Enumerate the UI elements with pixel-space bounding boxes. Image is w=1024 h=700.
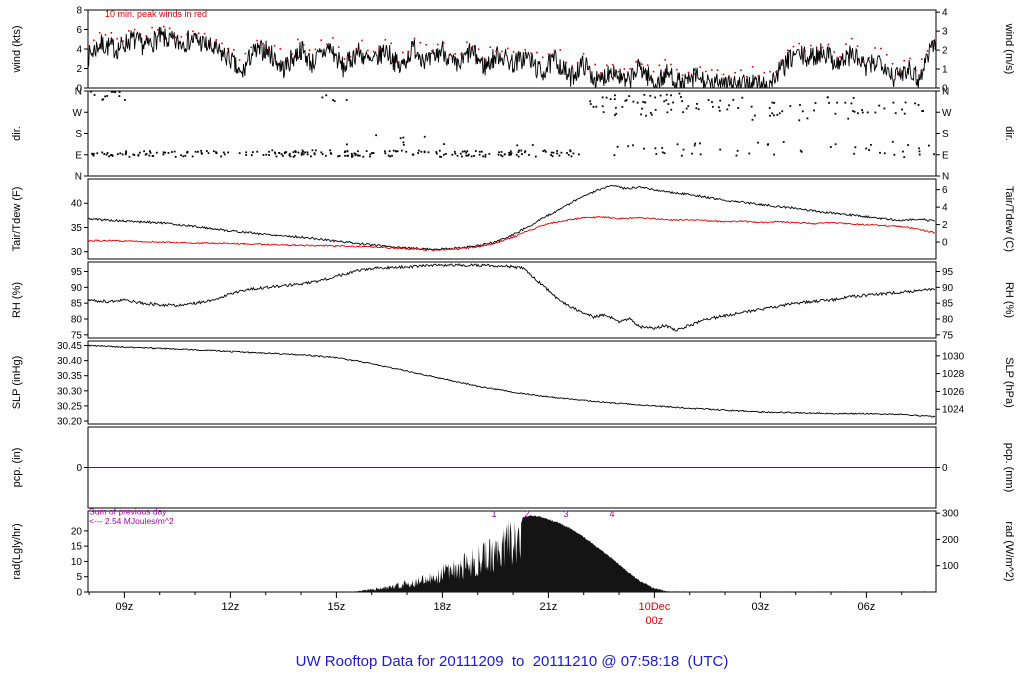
y-tick-label: 200 <box>942 535 959 546</box>
y-tick-label: 90 <box>71 283 83 294</box>
y-tick-label: 100 <box>942 561 959 572</box>
y-tick-label: 1024 <box>942 405 965 416</box>
y-tick-label: 95 <box>942 267 954 278</box>
panel-frame <box>88 91 936 176</box>
panel-rh: 75 80 85 90 95 75 80 85 90 95 RH (%) RH (%) <box>11 262 1015 341</box>
y-tick-label: W <box>73 108 83 119</box>
panel-wind: 0246801234wind (kts)wind (m/s)10 min. pe… <box>11 6 1015 95</box>
ylabel-right: pcp. (mm) <box>1003 443 1015 493</box>
y-tick-label: 80 <box>71 315 83 326</box>
y-tick-label: S <box>75 129 82 140</box>
chart-annotation: 2 <box>524 509 529 519</box>
y-tick-label: 30.35 <box>57 371 82 382</box>
y-tick-label: 0 <box>76 588 82 599</box>
y-tick-label: 35 <box>71 223 83 234</box>
panel-frame <box>88 341 936 424</box>
ylabel-left: rad(Lgly/hr) <box>11 523 23 579</box>
chart-annotation: 4 <box>609 509 614 519</box>
y-tick-label: 80 <box>942 315 954 326</box>
y-tick-label: 90 <box>942 283 954 294</box>
y-tick-label: 1030 <box>942 351 965 362</box>
y-tick-label: 0 <box>942 463 948 474</box>
x-tick-label: 06z <box>858 601 876 613</box>
ylabel-right: rad (W/m^2) <box>1003 521 1015 581</box>
y-tick-label: N <box>75 172 82 183</box>
y-tick-label: 1028 <box>942 369 965 380</box>
y-tick-label: 2 <box>942 220 948 231</box>
y-tick-label: 30.25 <box>57 401 82 412</box>
y-tick-label: 1 <box>942 65 948 76</box>
meteogram-page: 0246801234wind (kts)wind (m/s)10 min. pe… <box>0 0 1024 700</box>
y-tick-label: 2 <box>942 46 948 57</box>
panel-frame <box>88 10 936 88</box>
x-tick-label: 00z <box>646 615 664 627</box>
y-tick-label: 8 <box>76 6 82 17</box>
y-tick-label: N <box>75 87 82 98</box>
y-tick-label: W <box>942 108 952 119</box>
x-tick-label: 03z <box>752 601 770 613</box>
y-tick-label: 30.30 <box>57 386 82 397</box>
ylabel-left: SLP (inHg) <box>11 356 23 410</box>
panel-rad: 0 5 10 15 20 100 200 300 rad(Lgly/hr) rad (W/m^2)… <box>11 506 1015 598</box>
y-tick-label: N <box>942 87 949 98</box>
y-tick-label: E <box>942 150 949 161</box>
ylabel-right: wind (m/s) <box>1003 23 1015 75</box>
y-tick-label: 6 <box>76 25 82 36</box>
y-tick-label: N <box>942 172 949 183</box>
x-tick-label: 21z <box>540 601 558 613</box>
chart-annotation: 3 <box>564 509 569 519</box>
ylabel-left: wind (kts) <box>11 25 23 73</box>
x-tick-label: 15z <box>328 601 346 613</box>
ylabel-left: RH (%) <box>11 282 23 318</box>
y-tick-label: 75 <box>71 330 83 341</box>
y-tick-label: 95 <box>71 267 83 278</box>
y-tick-label: 3 <box>942 27 948 38</box>
y-tick-label: 4 <box>76 45 82 56</box>
y-tick-label: 1026 <box>942 387 965 398</box>
x-tick-label: 18z <box>434 601 452 613</box>
x-tick-label: 12z <box>222 601 240 613</box>
y-tick-label: 6 <box>942 185 948 196</box>
y-tick-label: E <box>75 150 82 161</box>
chart-annotation: Sum of previous day <box>89 506 167 516</box>
ylabel-left: Tair/Tdew (F) <box>11 187 23 252</box>
y-tick-label: 40 <box>71 199 83 210</box>
panel-frame <box>88 179 936 259</box>
y-tick-label: S <box>942 129 949 140</box>
meteogram-chart: 0246801234wind (kts)wind (m/s)10 min. pe… <box>0 0 1024 640</box>
chart-annotation: <--- 2.54 MJoules/m^2 <box>89 516 174 526</box>
y-tick-label: 4 <box>942 8 948 19</box>
y-tick-label: 20 <box>71 526 83 537</box>
y-tick-label: 4 <box>942 203 948 214</box>
ylabel-left: dir. <box>11 126 23 141</box>
panel-dir: NWSENNWSENdir.dir. <box>11 87 1015 183</box>
ylabel-right: RH (%) <box>1003 282 1015 318</box>
x-tick-label: 09z <box>116 601 134 613</box>
y-tick-label: 30 <box>71 247 83 258</box>
ylabel-right: dir. <box>1003 126 1015 141</box>
y-tick-label: 30.40 <box>57 356 82 367</box>
panel-temperature: 30 35 40 0 2 4 6 Tair/Tdew (F) Tair/Tdew (C) <box>11 179 1015 259</box>
y-tick-label: 5 <box>76 572 82 583</box>
x-tick-label: 10Dec <box>638 601 670 613</box>
y-tick-label: 0 <box>76 463 82 474</box>
y-tick-label: 10 <box>71 557 83 568</box>
ylabel-left: pcp. (in) <box>11 448 23 488</box>
ylabel-right: Tair/Tdew (C) <box>1003 186 1015 252</box>
chart-caption: UW Rooftop Data for 20111209 to 20111210… <box>0 653 1024 670</box>
y-tick-label: 2 <box>76 64 82 75</box>
chart-annotation: 10 min. peak winds in red <box>105 9 207 19</box>
chart-annotation: 1 <box>491 509 496 519</box>
panel-slp: 30.20 30.25 30.30 30.35 30.40 30.45 1024 1026 10… <box>11 341 1015 427</box>
y-tick-label: 300 <box>942 509 959 520</box>
y-tick-label: 85 <box>942 299 954 310</box>
y-tick-label: 15 <box>71 542 83 553</box>
y-tick-label: 75 <box>942 330 954 341</box>
panel-pcp: 0 0 pcp. (in) pcp. (mm) <box>11 427 1015 508</box>
y-tick-label: 30.20 <box>57 416 82 427</box>
y-tick-label: 30.45 <box>57 341 82 352</box>
ylabel-right: SLP (hPa) <box>1003 357 1015 408</box>
y-tick-label: 85 <box>71 299 83 310</box>
y-tick-label: 0 <box>942 238 948 249</box>
